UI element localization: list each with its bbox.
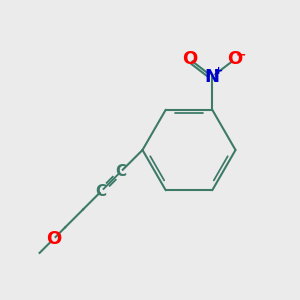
Text: O: O: [46, 230, 61, 248]
Text: N: N: [205, 68, 220, 86]
Text: −: −: [236, 48, 247, 61]
Text: O: O: [227, 50, 242, 68]
Text: +: +: [214, 66, 223, 76]
Text: C: C: [116, 164, 127, 179]
Text: O: O: [182, 50, 197, 68]
Text: C: C: [96, 184, 107, 199]
